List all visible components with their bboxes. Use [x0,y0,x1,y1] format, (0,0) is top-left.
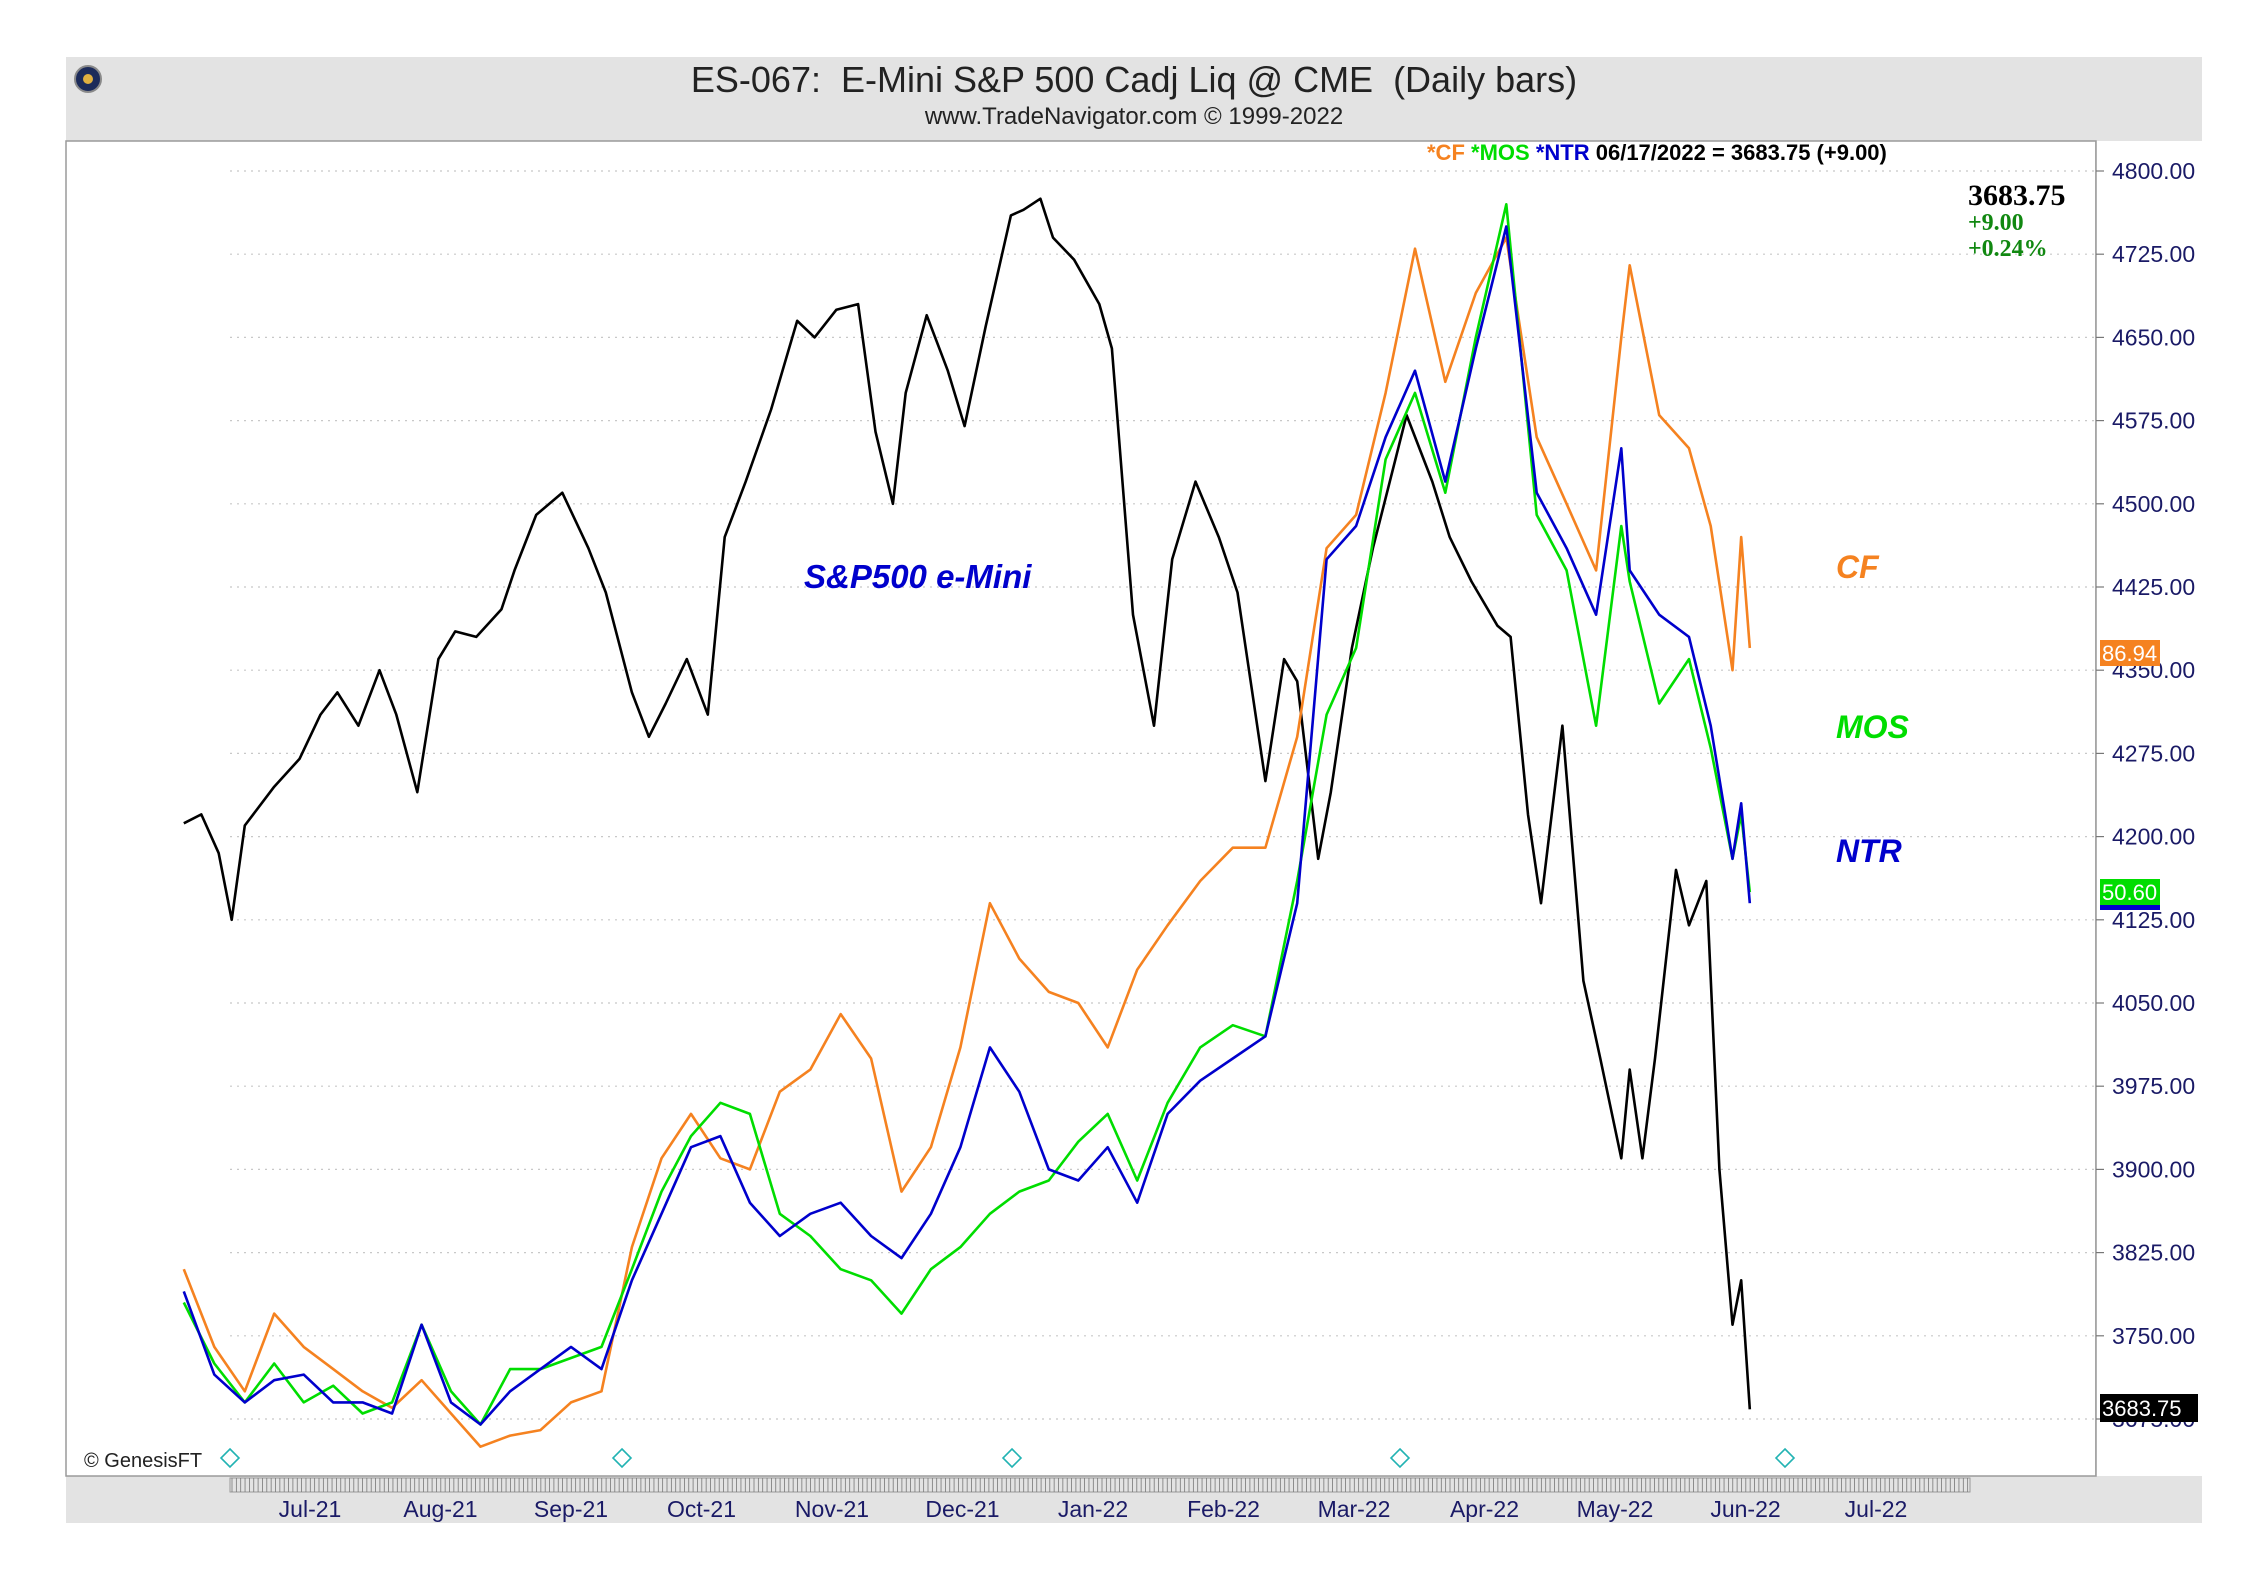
x-tick-label: May-22 [1577,1496,1654,1522]
x-tick-label: Dec-21 [925,1496,999,1522]
series-line-cf [182,236,1752,1448]
y-tick-label: 4050.00 [2112,990,2195,1016]
plot-area [65,140,2097,1477]
x-tick-label: Nov-21 [795,1496,869,1522]
label-cf: CF [1836,549,1880,585]
y-tick-label: 4800.00 [2112,158,2195,184]
badge-cf: 86.94 [2100,640,2160,666]
x-tick-label: Sep-21 [534,1496,608,1522]
x-tick-label: Jul-21 [279,1496,342,1522]
label-sp500: S&P500 e-Mini [804,558,1032,595]
x-tick-label: Aug-21 [403,1496,477,1522]
y-tick-label: 4575.00 [2112,408,2195,434]
diamond-marker-icon [611,1447,633,1469]
chart-header: ES-067: E-Mini S&P 500 Cadj Liq @ CME (D… [66,57,2202,141]
y-axis-panel [2096,141,2202,1476]
badge-mos-value: 50.60 [2102,880,2157,905]
badge-es-value: 3683.75 [2102,1396,2182,1421]
badge-mos: 50.60 [2100,879,2160,910]
series-line-s-p500-e-mini [183,197,1752,1410]
y-tick-label: 4125.00 [2112,907,2195,933]
diamond-marker-icon [1001,1447,1023,1469]
x-tick-label: Oct-21 [667,1496,736,1522]
badge-cf-value: 86.94 [2102,641,2157,666]
last-price: 3683.75 [1968,179,2066,212]
y-tick-label: 4500.00 [2112,491,2195,517]
y-tick-label: 4650.00 [2112,324,2195,350]
legend-cf: *CF [1427,140,1465,165]
tradenavigator-logo [74,65,102,93]
chart-title: ES-067: E-Mini S&P 500 Cadj Liq @ CME (D… [690,59,1578,100]
badge-es: 3683.75 [2100,1394,2198,1422]
y-tick-label: 3750.00 [2112,1323,2195,1349]
y-tick-label: 3975.00 [2112,1073,2195,1099]
y-tick-label: 3825.00 [2112,1240,2195,1266]
label-ntr: NTR [1836,833,1902,869]
x-tick-label: Jun-22 [1710,1496,1780,1522]
diamond-marker-icon [1774,1447,1796,1469]
x-tick-label: Apr-22 [1450,1496,1519,1522]
legend-ntr: *NTR [1536,140,1590,165]
series-lines [182,197,1752,1448]
y-tick-label: 4200.00 [2112,824,2195,850]
legend-value: 06/17/2022 = 3683.75 (+9.00) [1596,140,1887,165]
price-change-pct: +0.24% [1968,236,2048,262]
chart-subtitle: www.TradeNavigator.com © 1999-2022 [924,103,1344,130]
copyright: © GenesisFT [84,1450,202,1472]
diamond-marker-icon [219,1447,241,1469]
price-change: +9.00 [1968,210,2024,236]
x-tick-label: Jan-22 [1058,1496,1128,1522]
x-axis: Jul-21 Aug-21 Sep-21 Oct-21 Nov-21 Dec-21 Jan-… [219,1447,1971,1522]
y-tick-label: 4725.00 [2112,241,2195,267]
series-line-mos [182,203,1752,1426]
diamond-marker-icon [1389,1447,1411,1469]
x-tick-label: Feb-22 [1187,1496,1260,1522]
legend-readout: *CF *MOS *NTR 06/17/2022 = 3683.75 (+9.0… [1427,140,1887,165]
label-mos: MOS [1836,709,1910,745]
y-tick-label: 3900.00 [2112,1156,2195,1182]
y-tick-label: 4275.00 [2112,740,2195,766]
x-tick-label: Jul-22 [1845,1496,1908,1522]
y-tick-label: 4425.00 [2112,574,2195,600]
series-line-ntr [182,225,1752,1426]
y-axis-ticks: 4800.00 4725.00 4650.00 4575.00 4500.00 4425.… [2096,158,2195,1432]
gridlines [230,170,2096,1420]
legend-mos: *MOS [1471,140,1530,165]
x-tick-label: Mar-22 [1318,1496,1391,1522]
